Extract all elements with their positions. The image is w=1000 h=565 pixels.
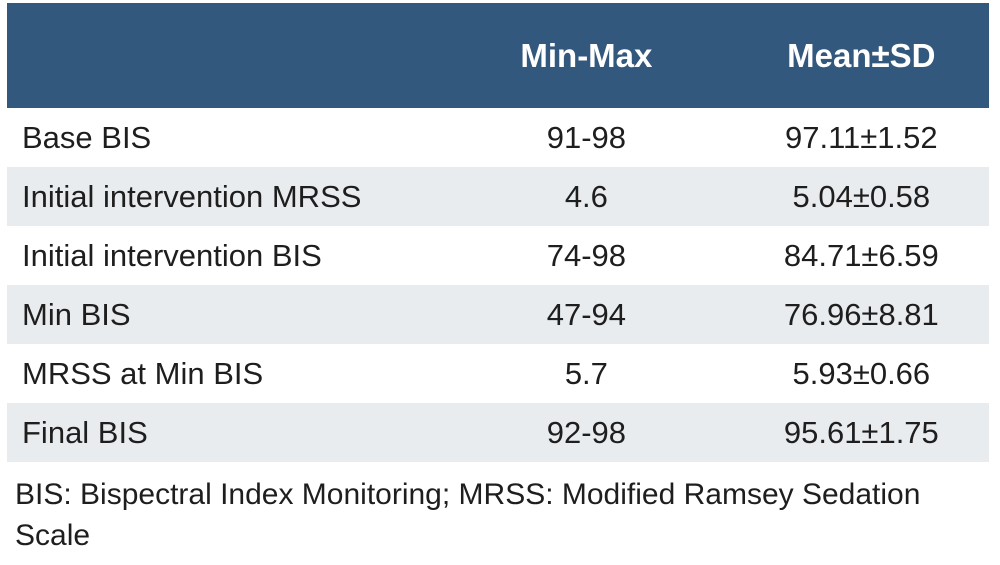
row-mean-sd: 76.96±8.81 bbox=[783, 297, 939, 332]
row-label: Base BIS bbox=[22, 120, 152, 155]
table-footnote: BIS: Bispectral Index Monitoring; MRSS: … bbox=[15, 478, 921, 553]
table-row: Min BIS 47-94 76.96±8.81 bbox=[7, 285, 989, 344]
row-min-max: 92-98 bbox=[546, 415, 627, 450]
row-min-max: 4.6 bbox=[564, 179, 608, 214]
header-min-max: Min-Max bbox=[520, 37, 653, 74]
table-row: Base BIS 91-98 97.11±1.52 bbox=[7, 108, 989, 167]
row-mean-sd: 5.04±0.58 bbox=[792, 179, 931, 214]
row-label: Initial intervention BIS bbox=[22, 238, 322, 273]
row-mean-sd: 97.11±1.52 bbox=[785, 120, 938, 155]
table-header-row: Min-Max Mean±SD bbox=[7, 3, 989, 108]
row-mean-sd: 95.61±1.75 bbox=[783, 415, 939, 450]
statistics-table: Min-Max Mean±SD Base BIS 91-98 97.11±1.5… bbox=[7, 3, 989, 462]
row-mean-sd: 5.93±0.66 bbox=[792, 356, 931, 391]
row-label: Initial intervention MRSS bbox=[22, 179, 362, 214]
table-row: Final BIS 92-98 95.61±1.75 bbox=[7, 403, 989, 462]
row-label: MRSS at Min BIS bbox=[22, 356, 264, 391]
row-label: Min BIS bbox=[22, 297, 131, 332]
table-row: Initial intervention BIS 74-98 84.71±6.5… bbox=[7, 226, 989, 285]
table-row: Initial intervention MRSS 4.6 5.04±0.58 bbox=[7, 167, 989, 226]
header-mean-sd: Mean±SD bbox=[787, 37, 936, 74]
table-row: MRSS at Min BIS 5.7 5.93±0.66 bbox=[7, 344, 989, 403]
row-label: Final BIS bbox=[22, 415, 148, 450]
row-min-max: 74-98 bbox=[546, 238, 627, 273]
row-mean-sd: 84.71±6.59 bbox=[783, 238, 939, 273]
row-min-max: 5.7 bbox=[564, 356, 608, 391]
row-min-max: 91-98 bbox=[546, 120, 627, 155]
row-min-max: 47-94 bbox=[546, 297, 627, 332]
